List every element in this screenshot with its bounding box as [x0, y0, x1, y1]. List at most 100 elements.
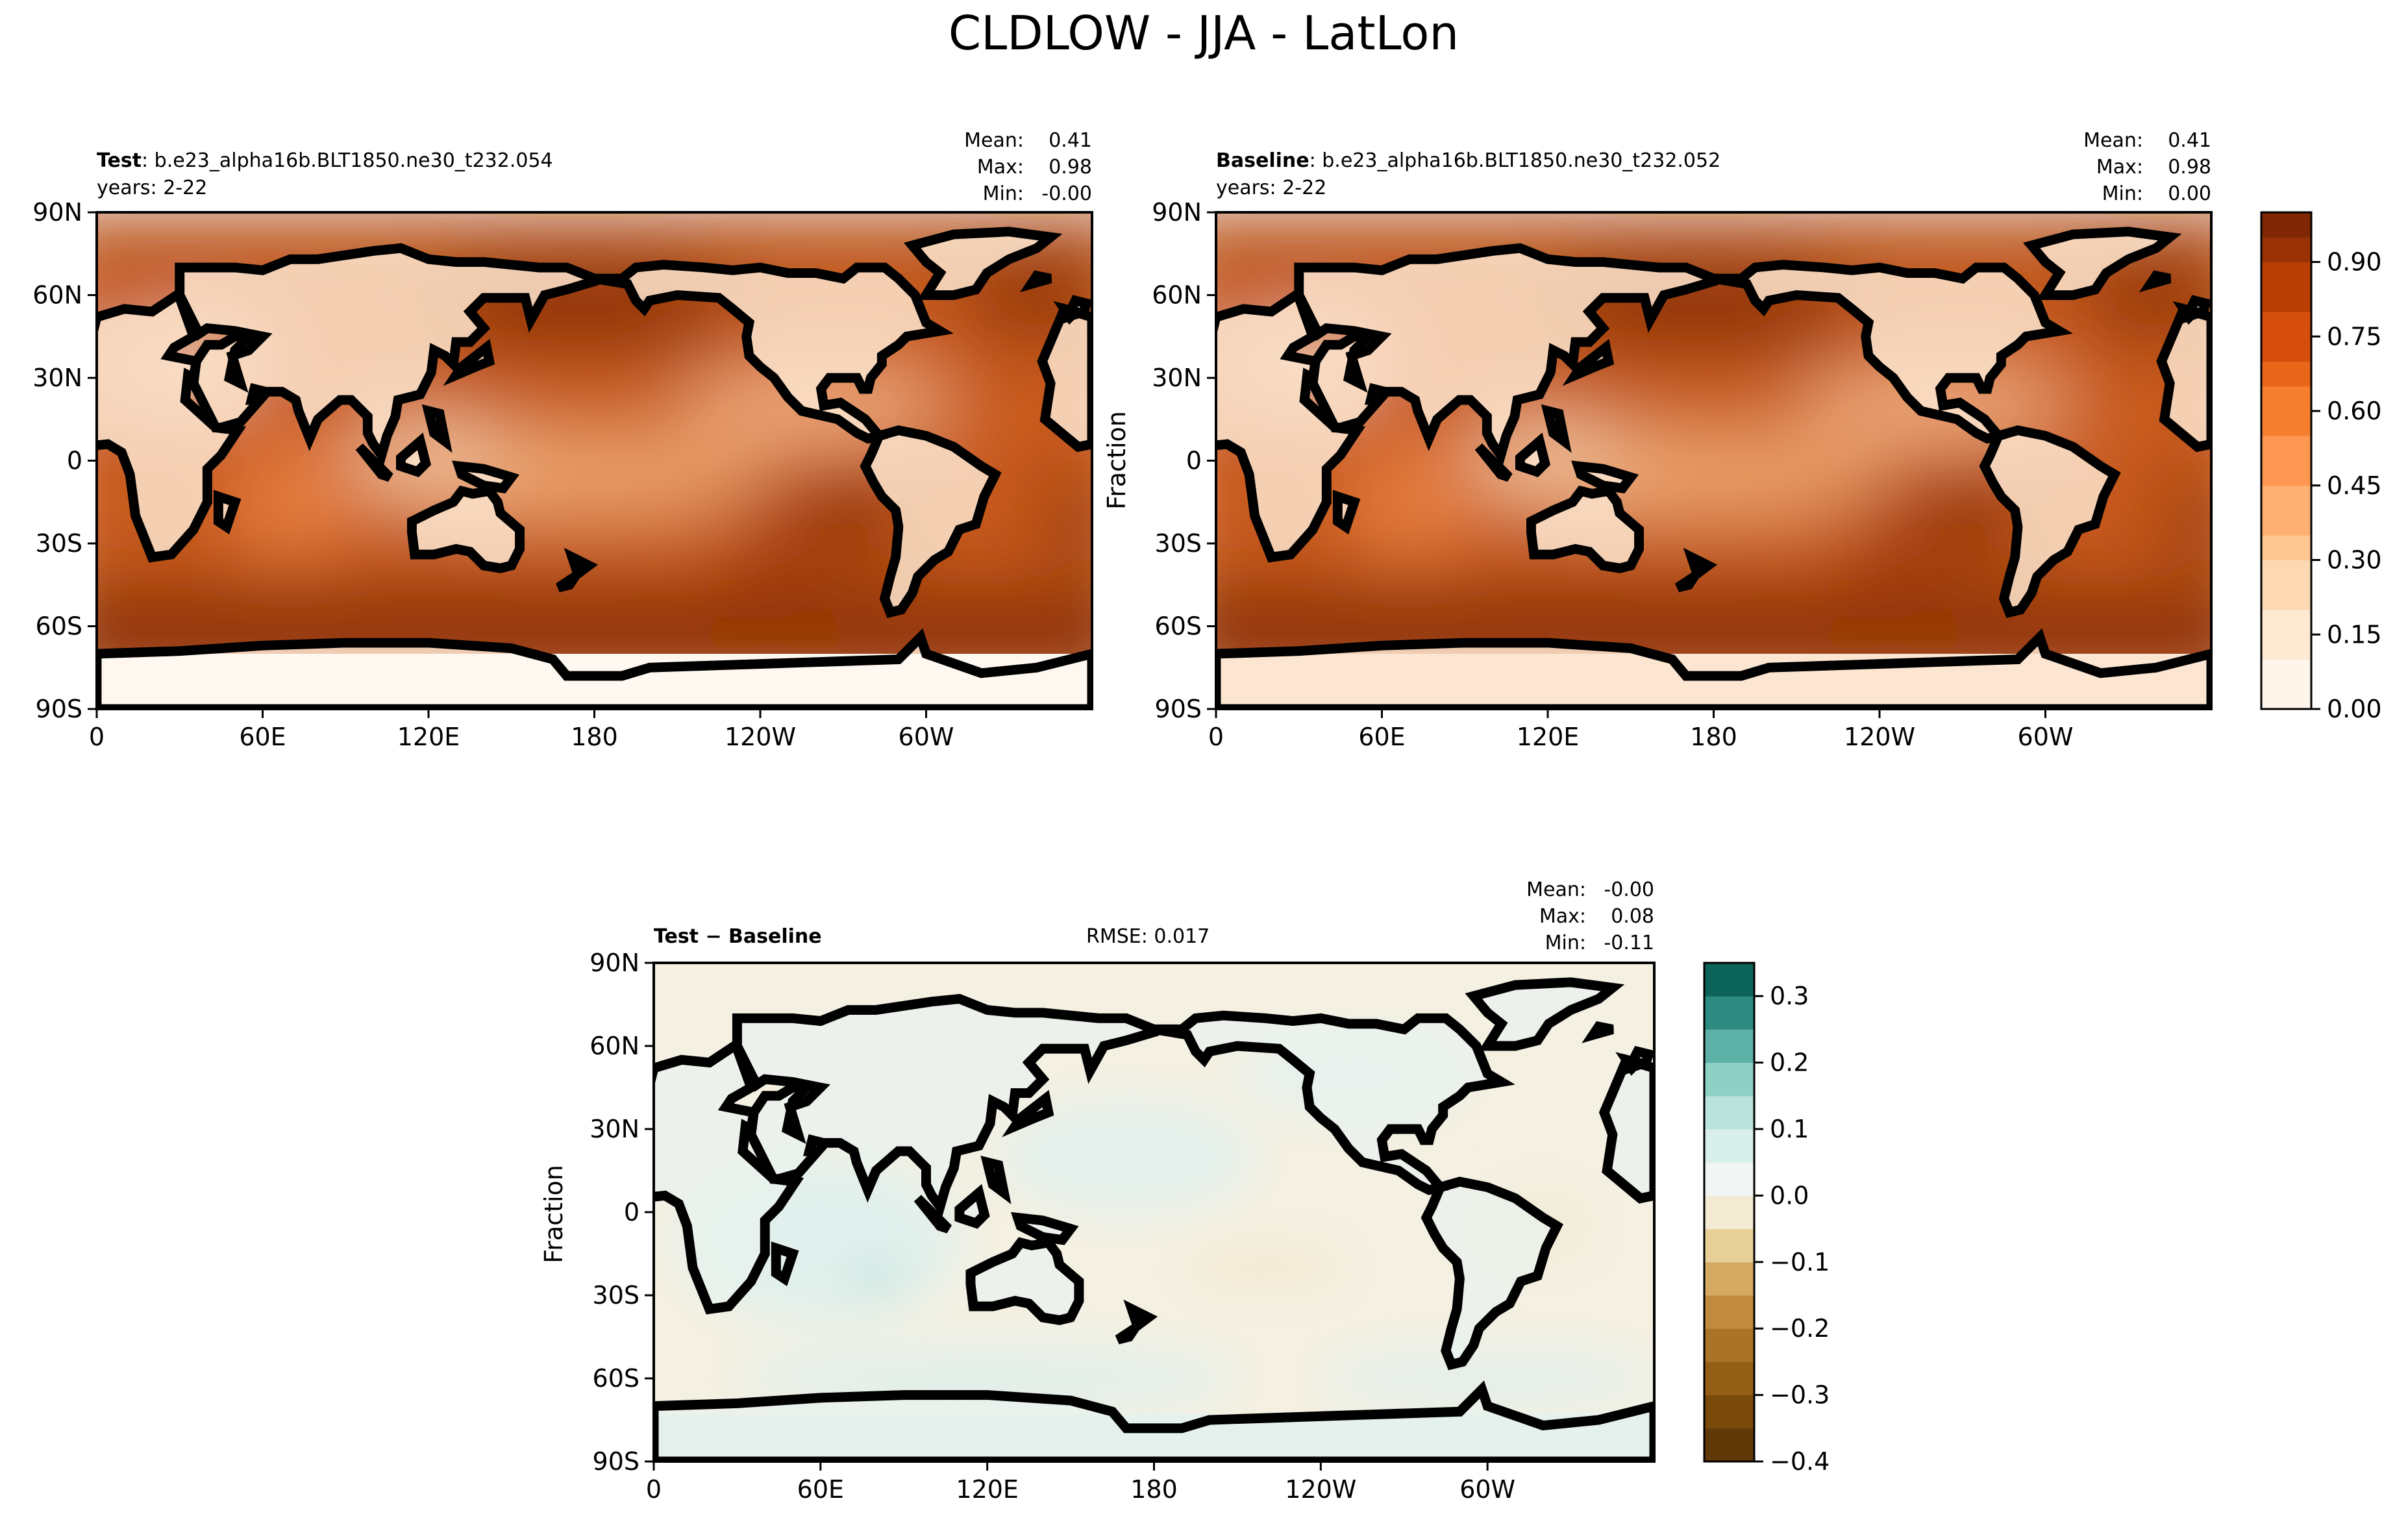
x-tick-label: 0 — [89, 723, 105, 751]
baseline-title: Baseline: b.e23_alpha16b.BLT1850.ne30_t2… — [1216, 149, 1720, 172]
y-tick-label: 60S — [36, 612, 82, 641]
y-tick-label: 30N — [1152, 364, 1202, 392]
colorbar-segment — [2261, 535, 2311, 560]
x-tick-label: 60E — [239, 723, 286, 751]
stat-value: -0.00 — [1604, 878, 1654, 901]
panel-baseline: Baseline: b.e23_alpha16b.BLT1850.ne30_t2… — [1102, 129, 2382, 751]
colorbar-tick-label: −0.4 — [1770, 1447, 1830, 1476]
colorbar-segment — [2261, 286, 2311, 312]
colorbar-segment — [2261, 510, 2311, 536]
colorbar-segment — [1704, 1228, 1754, 1263]
y-tick-label: 0 — [624, 1198, 639, 1226]
x-tick-label: 120W — [1844, 723, 1915, 751]
y-tick-label: 90N — [590, 949, 639, 977]
y-tick-label: 60N — [1152, 281, 1202, 310]
x-tick-label: 60E — [797, 1475, 844, 1504]
diff-stats: Mean: -0.00 Max: 0.08 Min: -0.11 — [1526, 878, 1654, 954]
x-tick-label: 120E — [956, 1475, 1019, 1504]
colorbar-segment — [1704, 1195, 1754, 1230]
colorbar-segment — [2261, 436, 2311, 461]
stat-label: Mean: — [1526, 878, 1586, 901]
y-tick-label: 30N — [590, 1115, 639, 1143]
stat-value: 0.98 — [2168, 156, 2211, 179]
colorbar-segment — [1704, 1395, 1754, 1429]
stat-label: Min: — [1545, 932, 1586, 954]
y-tick-label: 60S — [1155, 612, 1202, 641]
x-tick-label: 0 — [1208, 723, 1224, 751]
colorbar-tick-label: 0.60 — [2327, 397, 2382, 425]
colorbar-segment — [2261, 262, 2311, 288]
figure-title: CLDLOW - JJA - LatLon — [949, 6, 1459, 60]
colorbar-segment — [2261, 212, 2311, 238]
x-tick-label: 60E — [1358, 723, 1405, 751]
colorbar-tick-label: 0.3 — [1770, 982, 1809, 1010]
y-tick-label: 30S — [1155, 529, 1202, 558]
colorbar-segment — [1704, 1328, 1754, 1362]
x-tick-label: 60W — [1459, 1475, 1515, 1504]
diff-rmse: RMSE: 0.017 — [1086, 925, 1210, 948]
panel-test: Test: b.e23_alpha16b.BLT1850.ne30_t232.0… — [32, 129, 1093, 751]
colorbar-segment — [2261, 411, 2311, 436]
colorbar-tick-label: 0.15 — [2327, 620, 2382, 649]
colorbar-segment — [2261, 361, 2311, 387]
y-tick-label: 90N — [1152, 198, 1202, 227]
colorbar-frame — [1703, 962, 1756, 1463]
colorbar-segment — [2261, 560, 2311, 586]
x-tick-label: 180 — [571, 723, 618, 751]
y-tick-label: 0 — [67, 447, 82, 475]
stat-value: 0.00 — [2168, 182, 2211, 205]
stat-label: Max: — [2096, 156, 2143, 179]
colorbar-segment — [1704, 1262, 1754, 1296]
y-tick-label: 30S — [593, 1281, 639, 1310]
baseline-map — [1216, 212, 2211, 709]
colorbar-segment — [1704, 996, 1754, 1030]
y-tick-label: 90N — [32, 198, 82, 227]
y-tick-label: 60S — [593, 1364, 639, 1393]
colorbar-segment — [2261, 237, 2311, 262]
colorbar-tick-label: −0.1 — [1770, 1248, 1830, 1276]
y-tick-label: 90S — [36, 695, 82, 723]
diff-axes: 0 60E 120E 180 120W 60W 90N 60N 30N 0 30S 60S 90S — [590, 949, 1515, 1504]
baseline-axes: 0 60E 120E 180 120W 60W 90N 60N 30N 0 30S 60S 90S — [1152, 198, 2073, 751]
colorbar-segment — [2261, 460, 2311, 486]
colorbar-segment — [2261, 485, 2311, 511]
x-tick-label: 120E — [1517, 723, 1580, 751]
colorbar-segment — [1704, 1062, 1754, 1097]
colorbar-segment — [1704, 1095, 1754, 1130]
stat-value: 0.41 — [2168, 129, 2211, 152]
x-tick-label: 60W — [899, 723, 954, 751]
baseline-ylabel: Fraction — [1102, 411, 1131, 510]
y-tick-label: 60N — [32, 281, 82, 310]
colorbar-tick-label: 0.00 — [2327, 695, 2382, 723]
stat-label: Mean: — [964, 129, 1024, 152]
diff-map — [654, 963, 1654, 1461]
stat-value: 0.98 — [1049, 156, 1092, 179]
panel-diff: Test − Baseline RMSE: 0.017 Fraction Mea… — [540, 878, 1830, 1504]
test-map — [97, 212, 1092, 709]
colorbar-tick-label: 0.45 — [2327, 471, 2382, 500]
colorbar-tick-label: 0.2 — [1770, 1049, 1809, 1077]
y-tick-label: 30S — [36, 529, 82, 558]
colorbar-segment — [1704, 1428, 1754, 1462]
x-tick-label: 120W — [725, 723, 796, 751]
baseline-stats: Mean: 0.41 Max: 0.98 Min: 0.00 — [2083, 129, 2211, 205]
colorbar-segment — [1704, 1029, 1754, 1063]
colorbar-segment — [1704, 1129, 1754, 1163]
colorbar-tick-label: 0.0 — [1770, 1181, 1809, 1210]
y-tick-label: 90S — [1155, 695, 1202, 723]
colorbar-segment — [1704, 1361, 1754, 1396]
y-tick-label: 0 — [1186, 447, 1202, 475]
x-tick-label: 120E — [397, 723, 460, 751]
colorbar-diff: 0.3 0.2 0.1 0.0 −0.1 −0.2 −0.3 −0.4 — [1703, 962, 1830, 1476]
stat-value: -0.00 — [1041, 182, 1092, 205]
x-tick-label: 120W — [1285, 1475, 1356, 1504]
y-tick-label: 90S — [593, 1447, 639, 1476]
diff-ylabel: Fraction — [540, 1165, 568, 1263]
x-tick-label: 180 — [1690, 723, 1737, 751]
colorbar-segment — [1704, 963, 1754, 997]
colorbar-frame — [2260, 211, 2313, 710]
colorbar-sequential: 0.00 0.15 0.30 0.45 0.60 0.75 0.90 — [2260, 211, 2382, 723]
diff-title: Test − Baseline — [654, 925, 822, 948]
colorbar-segment — [2261, 684, 2311, 710]
colorbar-segment — [2261, 610, 2311, 635]
